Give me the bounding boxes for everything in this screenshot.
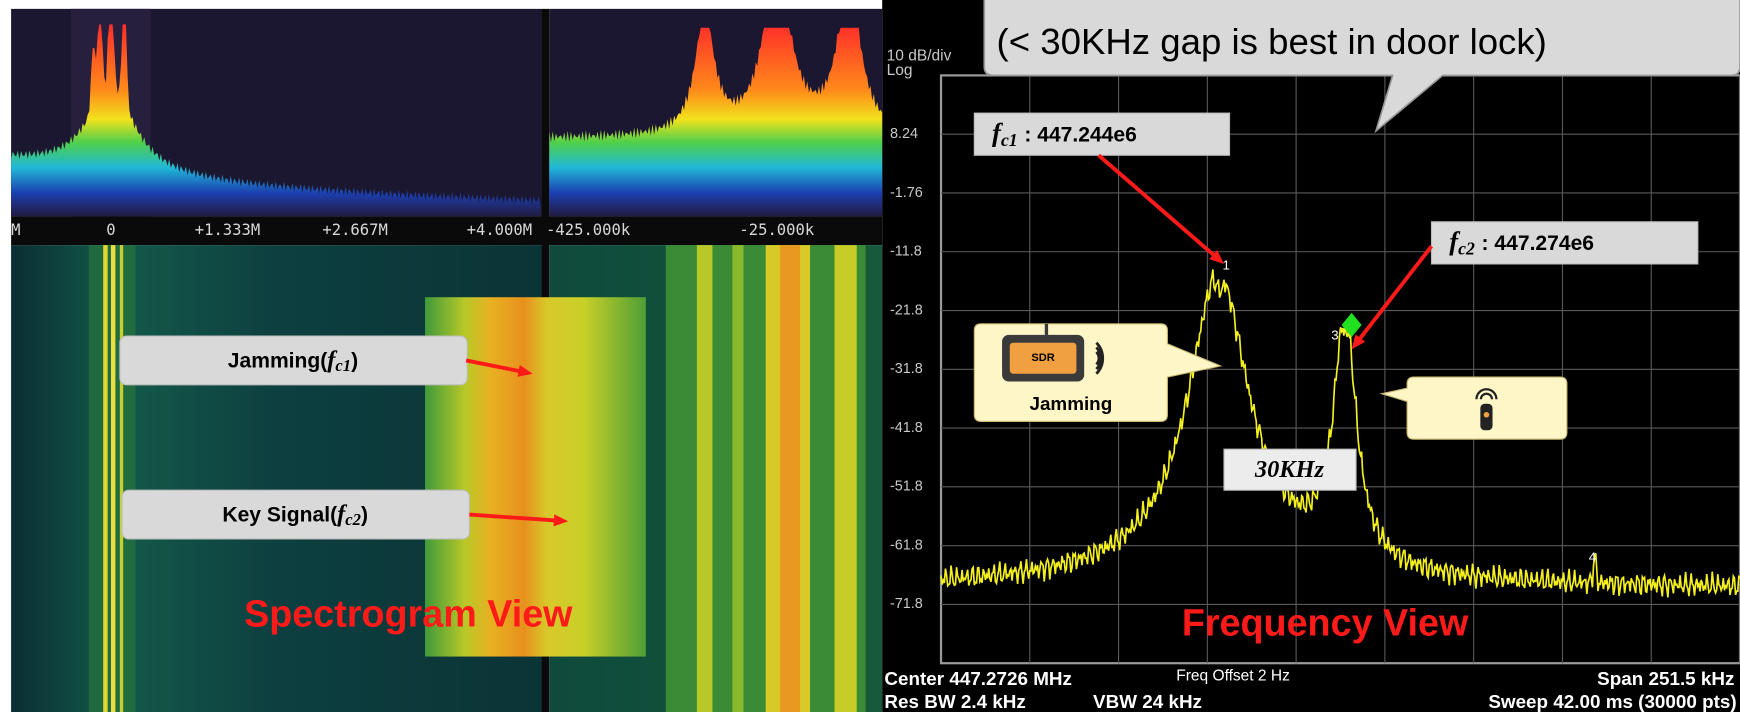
axis-label: 0: [106, 221, 115, 239]
signal-stripe: [103, 245, 107, 712]
y-tick-label: -61.8: [890, 537, 923, 553]
callout-label: ): [361, 503, 368, 526]
view-label: Spectrogram View: [244, 593, 573, 635]
signal-stripe: [120, 245, 123, 712]
carrier-value: : 447.244e6: [1024, 123, 1136, 146]
signal-stripe: [834, 245, 856, 712]
status-text: Center 447.2726 MHz: [884, 668, 1072, 689]
carrier-value: : 447.274e6: [1482, 232, 1594, 255]
remote-button: [1484, 412, 1490, 418]
y-tick-label: -1.76: [890, 185, 923, 201]
callout-label: Key Signal(: [222, 503, 337, 526]
scale-type: Log: [887, 62, 913, 79]
signal-stripe: [697, 245, 713, 712]
signal-stripe: [732, 245, 743, 712]
screenshot: M 0 +1.333M +2.667M +4.000M -425.000k -25.000k…: [0, 0, 1740, 712]
status-text: Sweep 42.00 ms (30000 pts): [1488, 691, 1736, 712]
axis-label: -25.000k: [739, 221, 814, 239]
page: {"spectrogram": { "top_axis_labels": ["M…: [0, 0, 1740, 712]
status-text: Res BW 2.4 kHz: [884, 691, 1025, 712]
marker-label: 3: [1331, 328, 1338, 343]
signal-stripe: [780, 245, 800, 712]
axis-label: -425.000k: [546, 221, 631, 239]
math-subscript: c2: [1458, 239, 1475, 259]
y-tick-label: -41.8: [890, 420, 923, 436]
math-subscript: c1: [1001, 130, 1018, 150]
marker-label: 4: [1589, 549, 1596, 564]
status-text: Span 251.5 kHz: [1597, 668, 1734, 689]
y-tick-label: -71.8: [890, 596, 923, 612]
marker-label: 1: [1223, 258, 1230, 273]
y-tick-label: -31.8: [890, 361, 923, 377]
y-tick-label: 8.24: [890, 126, 918, 142]
callout-label: Jamming(: [228, 349, 328, 372]
callout-label: ): [351, 349, 358, 372]
y-tick-label: -51.8: [890, 479, 923, 495]
view-label: Frequency View: [1182, 601, 1469, 643]
sdr-chip-label: SDR: [1031, 352, 1054, 364]
axis-label: +4.000M: [467, 221, 532, 239]
math-subscript: c1: [335, 356, 351, 375]
signal-stripe: [111, 245, 115, 712]
gap-label: 30KHz: [1254, 456, 1325, 483]
math-subscript: c2: [345, 510, 361, 529]
remote-bubble: [1382, 377, 1567, 439]
y-tick-label: -21.8: [890, 302, 923, 318]
y-tick-label: -11.8: [890, 244, 922, 260]
status-text: Freq Offset 2 Hz: [1176, 668, 1290, 685]
axis-label: +1.333M: [195, 221, 260, 239]
axis-label: +2.667M: [322, 221, 387, 239]
jammer-label: Jamming: [1029, 393, 1112, 414]
note-text: (< 30KHz gap is best in door lock): [997, 21, 1547, 62]
status-text: VBW 24 kHz: [1093, 691, 1202, 712]
right-waterfall-stripes: [666, 245, 866, 712]
axis-label: M: [11, 221, 20, 239]
